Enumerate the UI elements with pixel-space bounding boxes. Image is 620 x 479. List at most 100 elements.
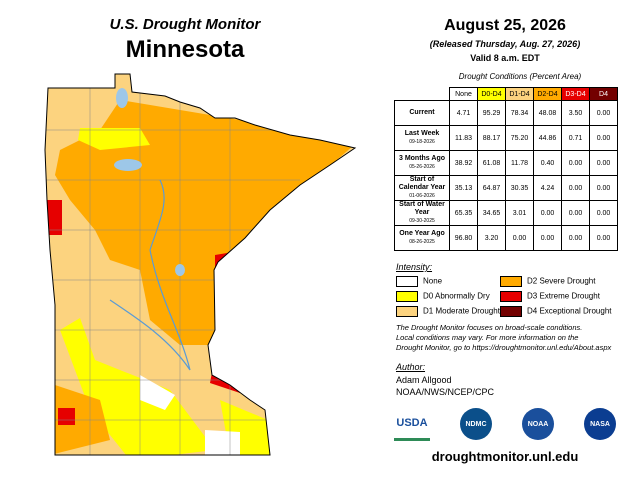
valid: Valid 8 a.m. EDT (470, 53, 540, 63)
swatch (396, 306, 418, 317)
cell: 95.29 (477, 100, 506, 126)
swatch (396, 291, 418, 302)
cell: 3.50 (561, 100, 590, 126)
author-name: Adam Allgood (396, 375, 452, 385)
released: (Released Thursday, Aug. 27, 2026) (429, 39, 581, 49)
swatch (500, 291, 522, 302)
map (44, 73, 357, 456)
legend-item: D3 Extreme Drought (500, 291, 600, 302)
cell: 0.00 (589, 100, 618, 126)
row-name: Start of Calendar Year (398, 176, 446, 191)
row-label: Current (394, 100, 450, 126)
cell: 61.08 (477, 150, 506, 176)
cell: 0.00 (589, 150, 618, 176)
row-name: One Year Ago (399, 230, 445, 237)
cell: 0.00 (561, 150, 590, 176)
cell: 64.87 (477, 175, 506, 201)
row: 3 Months Ago 05-26-2026 38.92 61.08 11.78 0.4… (394, 150, 618, 176)
row-name: Last Week (404, 130, 440, 137)
row: Start of Water Year 09-30-2025 65.35 34.65 3… (394, 200, 618, 226)
cell: 3.20 (477, 225, 506, 251)
cell: 0.71 (561, 125, 590, 151)
title: U.S. Drought Monitor (109, 16, 261, 33)
logo: NOAA (522, 408, 554, 440)
date: August 25, 2026 (444, 17, 566, 34)
cell: 65.35 (449, 200, 478, 226)
table-caption: Drought Conditions (Percent Area) (458, 72, 582, 81)
column-header: D4 (589, 87, 618, 101)
row: Last Week 09-18-2026 11.83 88.17 75.20 44.86 0… (394, 125, 618, 151)
logo: NASA (584, 408, 616, 440)
cell: 75.20 (505, 125, 534, 151)
cell: 30.35 (505, 175, 534, 201)
legend-label: D3 Extreme Drought (527, 291, 600, 301)
cell: 96.80 (449, 225, 478, 251)
cell: 4.71 (449, 100, 478, 126)
row-date: 09-18-2026 (409, 139, 435, 145)
cell: 35.13 (449, 175, 478, 201)
column-header: D0-D4 (477, 87, 506, 101)
legend-item: D4 Exceptional Drought (500, 306, 612, 317)
cell: 88.17 (477, 125, 506, 151)
cell: 0.40 (533, 150, 562, 176)
row: Start of Calendar Year 01-06-2026 35.13 64.… (394, 175, 618, 201)
swatch (500, 276, 522, 287)
cell: 0.00 (505, 225, 534, 251)
cell: 4.24 (533, 175, 562, 201)
legend-item: D0 Abnormally Dry (396, 291, 490, 302)
cell: 0.00 (589, 175, 618, 201)
column-header: None (449, 87, 478, 101)
legend-label: D2 Severe Drought (527, 276, 596, 286)
drought-areas (45, 74, 355, 455)
cell: 0.00 (561, 175, 590, 201)
legend-item: D1 Moderate Drought (396, 306, 500, 317)
cell: 38.92 (449, 150, 478, 176)
row-name: 3 Months Ago (398, 155, 445, 162)
row-date: 01-06-2026 (409, 193, 435, 199)
cell: 11.78 (505, 150, 534, 176)
row-name: Start of Water Year (399, 201, 445, 216)
row-label: 3 Months Ago 05-26-2026 (394, 150, 450, 176)
cell: 3.01 (505, 200, 534, 226)
cell: 34.65 (477, 200, 506, 226)
cell: 0.00 (533, 200, 562, 226)
logo: USDA (394, 408, 430, 441)
state-name: Minnesota (125, 36, 245, 63)
cell: 0.00 (561, 200, 590, 226)
column-header: D3-D4 (561, 87, 590, 101)
cell: 78.34 (505, 100, 534, 126)
legend-label: D0 Abnormally Dry (423, 291, 490, 301)
logo: NDMC (460, 408, 492, 440)
cell: 11.83 (449, 125, 478, 151)
row-date: 08-26-2025 (409, 239, 435, 245)
column-header: D2-D4 (533, 87, 562, 101)
legend-title: Intensity: (396, 262, 433, 272)
cell: 0.00 (589, 200, 618, 226)
column-header: D1-D4 (505, 87, 534, 101)
legend-label: None (423, 276, 443, 286)
note-line: The Drought Monitor focuses on broad-sca… (396, 323, 583, 332)
author-org: NOAA/NWS/NCEP/CPC (396, 387, 495, 397)
table: None D0-D4 D1-D4 D2-D4 D3-D4 D4 Current 4.71 95.… (394, 87, 618, 251)
cell: 0.00 (561, 225, 590, 251)
url: droughtmonitor.unl.edu (431, 449, 579, 464)
cell: 48.08 (533, 100, 562, 126)
row-label: Last Week 09-18-2026 (394, 125, 450, 151)
row-label: Start of Calendar Year 01-06-2026 (394, 175, 450, 201)
swatch (396, 276, 418, 287)
row-label: Start of Water Year 09-30-2025 (394, 200, 450, 226)
cell: 44.86 (533, 125, 562, 151)
note: The Drought Monitor focuses on broad-sca… (396, 323, 611, 353)
swatch (500, 306, 522, 317)
legend-item: D2 Severe Drought (500, 276, 595, 287)
corner (395, 88, 450, 101)
row: One Year Ago 08-26-2025 96.80 3.20 0.00 0.00 0… (394, 225, 618, 251)
note-line: Drought Monitor, go to https://droughtmo… (396, 343, 612, 352)
author-title: Author: (396, 362, 426, 372)
cell: 0.00 (533, 225, 562, 251)
legend-label: D4 Exceptional Drought (527, 306, 612, 316)
cell: 0.00 (589, 125, 618, 151)
row: Current 4.71 95.29 78.34 48.08 3.50 0.00 (394, 100, 618, 126)
logos: USDA NDMC NOAA NASA (394, 408, 616, 441)
